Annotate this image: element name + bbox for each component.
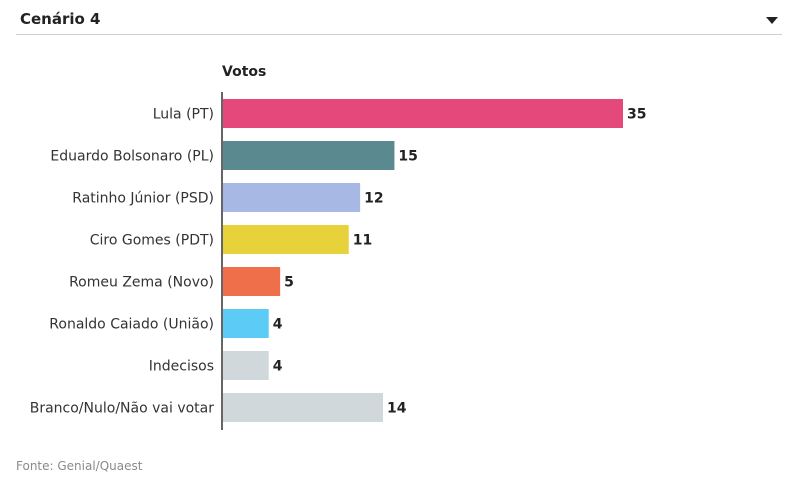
category-label: Romeu Zema (Novo) xyxy=(69,275,214,291)
bar[interactable] xyxy=(223,309,269,338)
value-label: 15 xyxy=(398,149,417,165)
category-label: Branco/Nulo/Não vai votar xyxy=(30,401,215,417)
scenario-dropdown-label: Cenário 4 xyxy=(20,10,101,28)
category-label: Ratinho Júnior (PSD) xyxy=(72,191,214,207)
category-label: Ronaldo Caiado (União) xyxy=(49,317,214,333)
bar[interactable] xyxy=(223,225,349,254)
category-label: Lula (PT) xyxy=(153,107,214,123)
bar[interactable] xyxy=(223,351,269,380)
chevron-down-icon[interactable] xyxy=(766,17,778,24)
bars-group: Lula (PT) 35 Eduardo Bolsonaro (PL) 15 Ratin… xyxy=(30,99,646,422)
category-label: Eduardo Bolsonaro (PL) xyxy=(50,149,214,165)
source-note: Fonte: Genial/Quaest xyxy=(16,459,143,473)
category-label: Ciro Gomes (PDT) xyxy=(90,233,214,249)
value-label: 4 xyxy=(273,359,283,375)
bar[interactable] xyxy=(223,393,383,422)
value-label: 12 xyxy=(364,191,383,207)
value-label: 14 xyxy=(387,401,407,417)
bar[interactable] xyxy=(223,267,281,296)
bar[interactable] xyxy=(223,99,623,128)
bar[interactable] xyxy=(223,141,395,170)
bar[interactable] xyxy=(223,183,361,212)
bar-chart: Votos Lula (PT) 35 Eduardo Bolsonaro (PL) 1… xyxy=(30,64,646,430)
category-label: Indecisos xyxy=(149,359,214,375)
scenario-dropdown[interactable]: Cenário 4 xyxy=(16,6,782,35)
value-header: Votos xyxy=(222,64,266,80)
value-label: 4 xyxy=(273,317,283,333)
value-label: 11 xyxy=(353,233,372,249)
value-label: 5 xyxy=(284,275,294,291)
value-label: 35 xyxy=(627,107,646,123)
